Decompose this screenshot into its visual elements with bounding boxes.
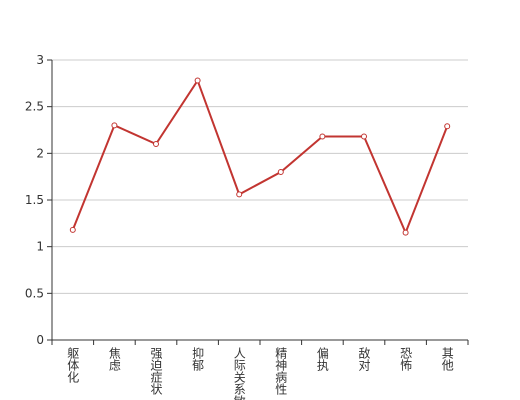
point [277, 169, 284, 175]
y-tick-label: 0.5 [25, 286, 44, 300]
y-tick-label: 2 [36, 146, 44, 160]
x-tick-label: 恐怖 [399, 347, 413, 371]
point [402, 229, 409, 236]
point [319, 133, 326, 140]
y-tick-label: 2.5 [25, 100, 44, 114]
x-tick-label: 敌对 [357, 346, 371, 371]
point [361, 133, 367, 140]
x-tick-label: 强迫症状 [149, 347, 163, 395]
point [153, 141, 159, 147]
x-tick-label: 抑郁 [191, 346, 205, 372]
x-tick-label: 精神病性 [274, 347, 288, 396]
point [236, 191, 243, 198]
point [111, 122, 118, 129]
x-tick-label: 人际关系敏感 [232, 347, 246, 400]
y-tick-label: 0 [36, 333, 44, 347]
y-tick-label: 1.5 [25, 193, 44, 207]
y-tick-label: 3 [36, 53, 44, 67]
y-tick-label: 1 [36, 240, 44, 254]
x-tick-label: 躯体化 [66, 346, 80, 384]
point [444, 123, 451, 130]
x-tick-label: 偏执 [315, 346, 329, 372]
x-tick-label: 其他 [440, 347, 454, 371]
point [69, 226, 76, 233]
line [71, 78, 449, 236]
x-tick-label: 焦虑 [107, 347, 121, 371]
point [194, 77, 201, 84]
